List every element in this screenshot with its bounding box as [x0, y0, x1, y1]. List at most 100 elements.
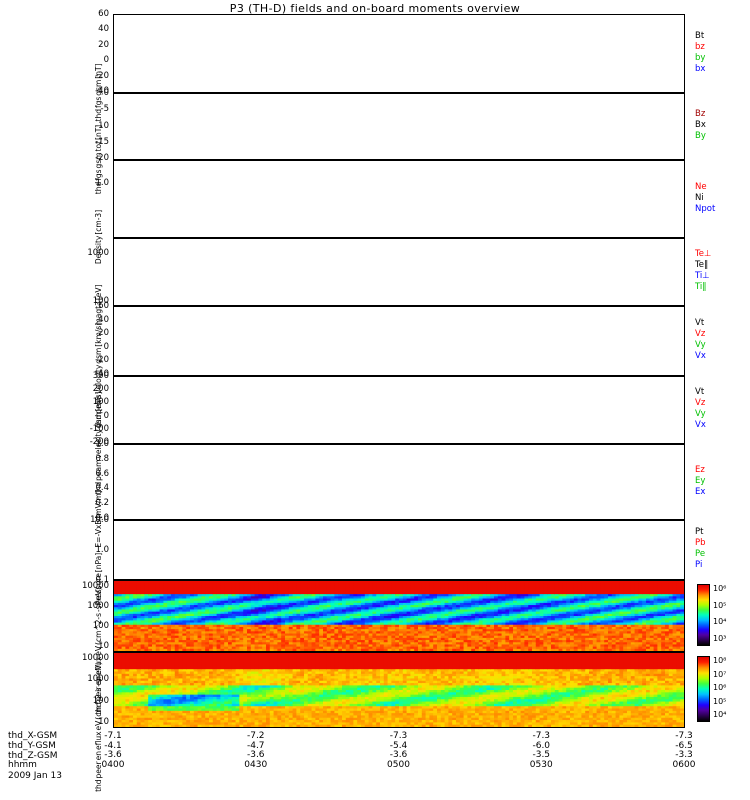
ytick-efield: 1.0 — [95, 439, 109, 449]
xaxis-tick-value: 0500 — [387, 759, 410, 770]
date-label: 2009 Jan 13 — [8, 771, 62, 782]
ytick-fgs-gsm: 40 — [98, 24, 109, 35]
ytick-peer-eflux: 1000 — [87, 674, 109, 685]
xaxis-tick-value: -3.3 — [675, 750, 693, 760]
colorbar-tick-peir-eflux: 10⁵ — [713, 600, 727, 610]
legend-fgs-gsm-tot-Bx: Bx — [695, 120, 706, 130]
ytick-peam-velocity: 100 — [92, 397, 109, 408]
ytick-peam-velocity: 300 — [92, 371, 109, 381]
panel-peim-velocity — [113, 306, 685, 376]
ytick-fgs-gsm-tot: -10 — [95, 120, 109, 131]
xaxis-tick-value: -7.1 — [104, 731, 122, 741]
ytick-peam-velocity: -100 — [89, 423, 109, 434]
legend-peam-velocity-Vx: Vx — [695, 420, 706, 430]
ytick-magt3: 1000 — [87, 247, 109, 258]
xaxis-tick-value: -7.2 — [246, 731, 265, 741]
ytick-peir-eflux: 100 — [92, 621, 109, 631]
xaxis-tick-value: -7.3 — [532, 731, 551, 741]
legend-peam-velocity-Vy: Vy — [695, 409, 706, 419]
legend-efield-Ex: Ex — [695, 486, 706, 497]
xaxis-tick-value: -6.5 — [675, 740, 693, 751]
ytick-fgs-gsm-tot: 0 — [103, 88, 109, 98]
xaxis-tick-value: -3.6 — [104, 750, 122, 760]
ytick-peam-velocity: 0 — [103, 410, 109, 421]
ytick-fgs-gsm-tot: -5 — [100, 104, 109, 115]
ytick-efield: 0.0 — [95, 513, 109, 523]
ytick-pressure: 10.0 — [90, 515, 109, 525]
legend-fgs-gsm-tot-Bz: Bz — [695, 109, 706, 119]
spectrogram-peer-eflux — [113, 652, 685, 728]
xaxis-tick-value: -5.4 — [389, 740, 408, 751]
colorbar-tick-peer-eflux: 10⁸ — [713, 656, 727, 665]
xaxis-row-label: thd_X-GSM — [8, 731, 58, 741]
legend-pressure-Pi: Pi — [695, 560, 703, 570]
legend-peam-velocity-Vt: Vt — [695, 387, 705, 397]
colorbar-tick-peir-eflux: 10⁴ — [713, 617, 727, 627]
ytick-fgs-gsm: 60 — [98, 9, 109, 19]
panel-pressure — [113, 520, 685, 580]
xaxis-row-label: hhmm — [8, 760, 37, 771]
xaxis-tick-value: 0600 — [672, 759, 696, 770]
ytick-efield: 0.2 — [95, 498, 109, 509]
ytick-pressure: 1.0 — [95, 545, 109, 555]
ytick-peim-velocity: 0 — [103, 341, 109, 352]
legend-fgs-gsm-bz: bz — [695, 41, 705, 52]
ytick-peer-eflux: 10 — [98, 717, 109, 727]
ytick-fgs-gsm: -40 — [95, 86, 109, 96]
legend-peim-velocity-Vy: Vy — [695, 340, 706, 350]
legend-peim-velocity-Vz: Vz — [695, 329, 706, 339]
ytick-density: 1.0 — [95, 178, 109, 189]
legend-efield-Ey: Ey — [695, 475, 706, 486]
colorbar-peir-eflux — [697, 584, 710, 646]
xaxis-tick-value: -3.6 — [246, 750, 265, 760]
xaxis-tick-value: -6.0 — [532, 740, 551, 751]
legend-fgs-gsm-bx: bx — [695, 63, 706, 74]
ytick-peim-velocity: -40 — [95, 369, 109, 379]
legend-pressure-Pt: Pt — [695, 527, 704, 537]
ytick-peim-velocity: 60 — [98, 301, 109, 311]
ytick-peer-eflux: 100 — [92, 695, 109, 706]
xaxis-tick-column: -7.1 -4.1 -3.6 0400 — [87, 731, 139, 770]
legend-magt3-Ti: Ti⊥ — [695, 271, 710, 281]
colorbar-peer-eflux — [697, 656, 710, 722]
xaxis-tick-column: -7.3 -6.5 -3.3 0600 — [658, 731, 710, 770]
panel-efield — [113, 444, 685, 520]
xaxis-tick-column: -7.2 -4.7 -3.6 0430 — [230, 731, 282, 770]
ytick-pressure: 0.1 — [95, 575, 109, 585]
ytick-peer-eflux: 10000 — [81, 653, 109, 663]
colorbar-tick-peer-eflux: 10⁵ — [713, 696, 727, 706]
ytick-peim-velocity: 20 — [98, 328, 109, 339]
legend-pressure-Pe: Pe — [695, 549, 706, 559]
ytick-peir-eflux: 10000 — [81, 581, 109, 591]
xaxis-tick-value: 0400 — [101, 759, 125, 770]
ytick-peir-eflux: 1000 — [87, 601, 109, 611]
xaxis-tick-value: -3.5 — [532, 750, 551, 760]
legend-fgs-gsm-Bt: Bt — [695, 30, 705, 41]
legend-density-Ne: Ne — [695, 181, 707, 192]
ytick-peir-eflux: 10 — [98, 641, 109, 651]
spectrogram-peir-eflux — [113, 580, 685, 652]
ytick-fgs-gsm-tot: -15 — [95, 136, 109, 147]
ylabel-density: Density [cm-3] — [94, 209, 103, 265]
legend-fgs-gsm-tot-By: By — [695, 131, 706, 141]
xaxis-tick-value: -3.6 — [389, 750, 408, 760]
legend-efield-Ez: Ez — [695, 464, 705, 475]
xaxis-tick-value: -4.1 — [104, 740, 122, 751]
ytick-fgs-gsm: 20 — [98, 39, 109, 50]
ytick-fgs-gsm-tot: -20 — [95, 153, 109, 163]
xaxis-tick-column: -7.3 -6.0 -3.5 0530 — [515, 731, 567, 770]
legend-density-Ni: Ni — [695, 192, 704, 203]
xaxis-tick-value: 0430 — [244, 759, 268, 770]
legend-fgs-gsm-by: by — [695, 52, 706, 63]
ytick-magt3: 100 — [92, 296, 109, 307]
legend-pressure-Pb: Pb — [695, 538, 706, 548]
colorbar-tick-peir-eflux: 10³ — [713, 634, 727, 643]
ytick-peim-velocity: 40 — [98, 314, 109, 325]
legend-magt3-Ti: Ti‖ — [695, 282, 707, 292]
xaxis-tick-value: -7.3 — [675, 731, 693, 741]
ytick-peim-velocity: -20 — [95, 355, 109, 366]
ytick-fgs-gsm: 0 — [103, 55, 109, 66]
legend-peim-velocity-Vx: Vx — [695, 351, 706, 361]
legend-peim-velocity-Vt: Vt — [695, 318, 705, 328]
